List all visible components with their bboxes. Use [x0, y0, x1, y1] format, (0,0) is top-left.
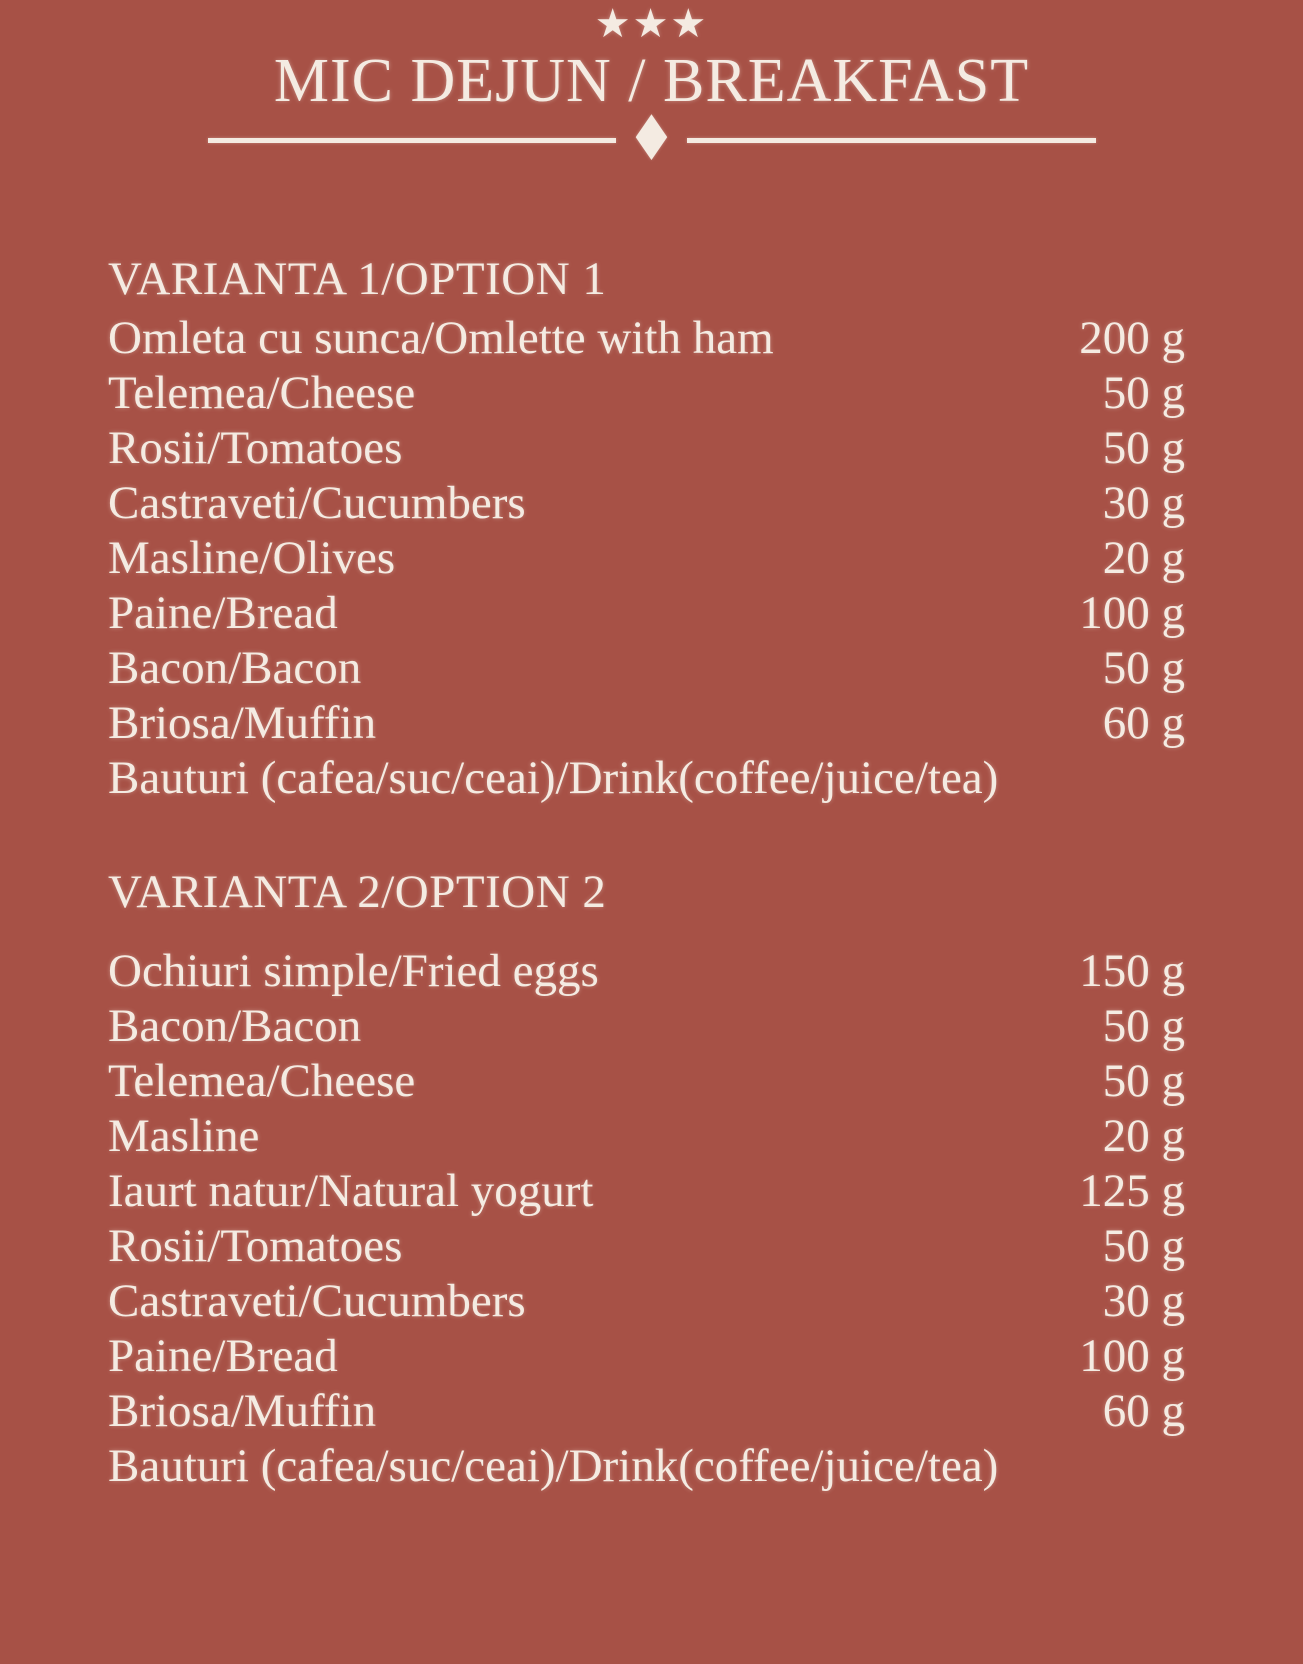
menu-item-row: Briosa/Muffin 60 g	[108, 696, 1185, 751]
item-name: Briosa/Muffin	[108, 1385, 377, 1437]
item-name: Masline/Olives	[108, 532, 396, 584]
item-list: Ochiuri simple/Fried eggs 150 g Bacon/Ba…	[108, 944, 1185, 1494]
item-name: Rosii/Tomatoes	[108, 422, 403, 474]
item-name: Bauturi (cafea/suc/ceai)/Drink(coffee/ju…	[108, 752, 999, 804]
diamond-icon: ♦	[626, 103, 677, 176]
item-name: Telemea/Cheese	[108, 1055, 416, 1107]
item-name: Iaurt natur/Natural yogurt	[108, 1165, 594, 1217]
divider-line-left	[207, 137, 617, 143]
menu-body: VARIANTA 1/OPTION 1 Omleta cu sunca/Omle…	[0, 252, 1303, 1494]
item-weight: 20 g	[1102, 1110, 1185, 1162]
item-name: Masline	[108, 1110, 260, 1162]
menu-item-row: Paine/Bread 100 g	[108, 1329, 1185, 1384]
menu-item-row: Telemea/Cheese 50 g	[108, 366, 1185, 421]
menu-item-row: Paine/Bread 100 g	[108, 586, 1185, 641]
item-name: Ochiuri simple/Fried eggs	[108, 945, 599, 997]
item-name: Bauturi (cafea/suc/ceai)/Drink(coffee/ju…	[108, 1440, 999, 1492]
item-name: Paine/Bread	[108, 587, 338, 639]
item-weight: 50 g	[1102, 422, 1185, 474]
menu-item-row: Castraveti/Cucumbers 30 g	[108, 476, 1185, 531]
menu-item-row: Masline 20 g	[108, 1109, 1185, 1164]
section-heading: VARIANTA 1/OPTION 1	[108, 253, 607, 305]
menu-header: ★★★ MIC DEJUN / BREAKFAST ♦	[0, 0, 1303, 176]
three-stars-icon: ★★★	[594, 1, 709, 47]
menu-item-row: Bacon/Bacon 50 g	[108, 641, 1185, 696]
menu-item-row: Rosii/Tomatoes 50 g	[108, 1219, 1185, 1274]
title-divider: ♦	[207, 103, 1096, 176]
menu-item-row: Ochiuri simple/Fried eggs 150 g	[108, 944, 1185, 999]
menu-item-row: Rosii/Tomatoes 50 g	[108, 421, 1185, 476]
item-weight: 30 g	[1102, 1275, 1185, 1327]
menu-item-row: Castraveti/Cucumbers 30 g	[108, 1274, 1185, 1329]
item-list: Omleta cu sunca/Omlette with ham 200 g T…	[108, 311, 1185, 806]
item-name: Bacon/Bacon	[108, 1000, 362, 1052]
menu-item-row: Masline/Olives 20 g	[108, 531, 1185, 586]
menu-item-row: Bacon/Bacon 50 g	[108, 999, 1185, 1054]
item-weight: 20 g	[1102, 532, 1185, 584]
item-weight: 200 g	[1079, 312, 1185, 364]
item-name: Telemea/Cheese	[108, 367, 416, 419]
item-weight: 30 g	[1102, 477, 1185, 529]
item-weight: 100 g	[1079, 1330, 1185, 1382]
section-heading: VARIANTA 2/OPTION 2	[108, 866, 607, 918]
menu-item-row: Bauturi (cafea/suc/ceai)/Drink(coffee/ju…	[108, 751, 1185, 806]
item-name: Paine/Bread	[108, 1330, 338, 1382]
item-name: Castraveti/Cucumbers	[108, 1275, 526, 1327]
item-weight: 50 g	[1102, 642, 1185, 694]
item-name: Omleta cu sunca/Omlette with ham	[108, 312, 774, 364]
item-name: Castraveti/Cucumbers	[108, 477, 526, 529]
item-weight: 60 g	[1102, 1385, 1185, 1437]
item-weight: 50 g	[1102, 1220, 1185, 1272]
item-weight: 60 g	[1102, 697, 1185, 749]
item-name: Rosii/Tomatoes	[108, 1220, 403, 1272]
menu-item-row: Omleta cu sunca/Omlette with ham 200 g	[108, 311, 1185, 366]
item-weight: 50 g	[1102, 367, 1185, 419]
page-title: MIC DEJUN / BREAKFAST	[273, 47, 1030, 115]
section-option-1: VARIANTA 1/OPTION 1 Omleta cu sunca/Omle…	[108, 252, 1185, 806]
section-option-2: VARIANTA 2/OPTION 2 Ochiuri simple/Fried…	[108, 865, 1185, 1494]
menu-item-row: Briosa/Muffin 60 g	[108, 1384, 1185, 1439]
item-weight: 50 g	[1102, 1000, 1185, 1052]
divider-line-right	[686, 137, 1096, 143]
menu-item-row: Bauturi (cafea/suc/ceai)/Drink(coffee/ju…	[108, 1439, 1185, 1494]
item-weight: 100 g	[1079, 587, 1185, 639]
item-weight: 50 g	[1102, 1055, 1185, 1107]
item-weight: 150 g	[1079, 945, 1185, 997]
menu-item-row: Iaurt natur/Natural yogurt 125 g	[108, 1164, 1185, 1219]
item-name: Bacon/Bacon	[108, 642, 362, 694]
menu-item-row: Telemea/Cheese 50 g	[108, 1054, 1185, 1109]
item-name: Briosa/Muffin	[108, 697, 377, 749]
item-weight: 125 g	[1079, 1165, 1185, 1217]
